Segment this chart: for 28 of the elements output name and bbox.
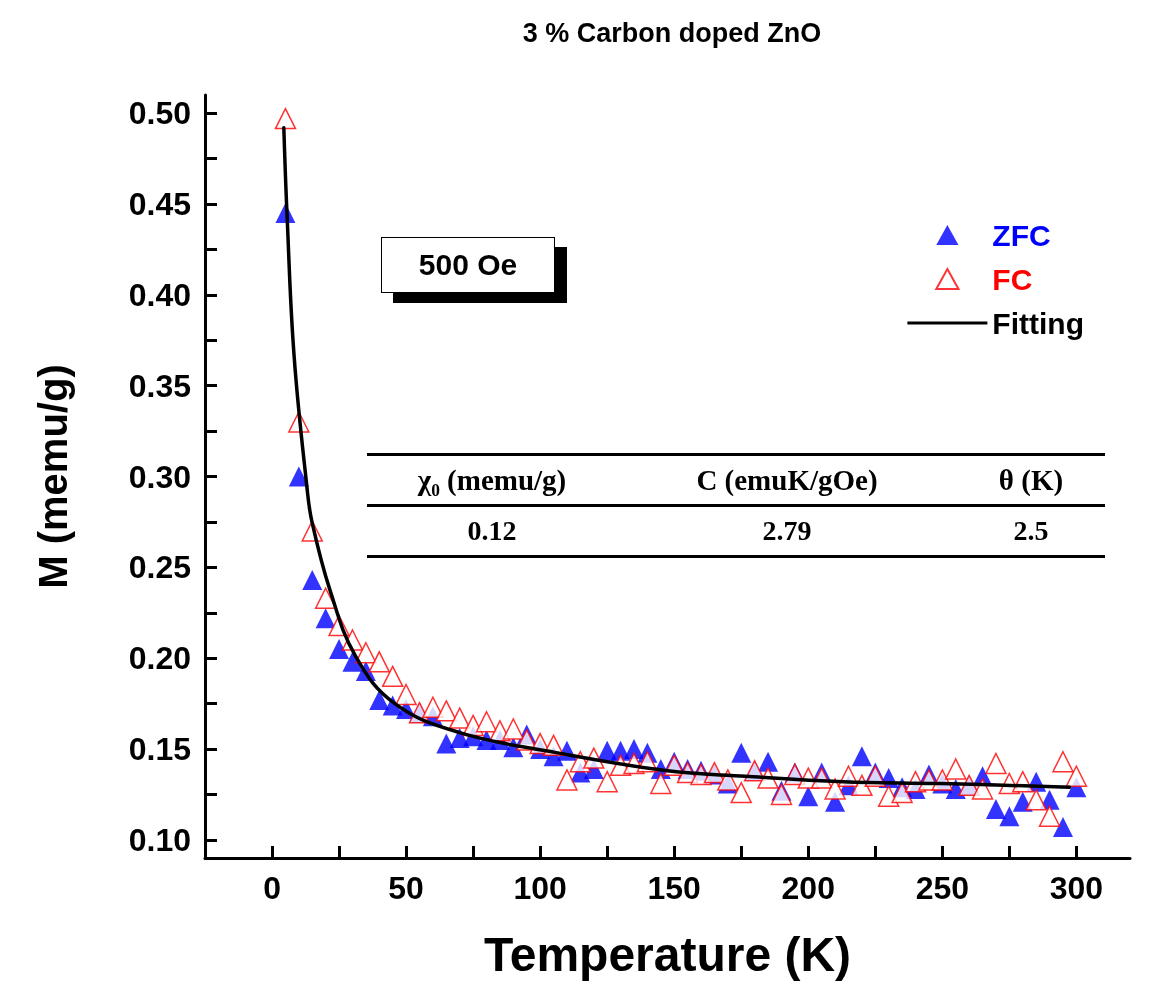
annotation: χ₀ (memu/g) [416, 463, 568, 497]
y-tick-label: 0.40 [128, 276, 191, 313]
x-tick-label: 150 [647, 870, 701, 906]
x-tick-label: 50 [388, 870, 424, 906]
y-tick-label: 0.35 [128, 367, 191, 404]
x-tick-label: 200 [781, 870, 835, 906]
legend-label: ZFC [992, 218, 1051, 252]
y-tick-label: 0.30 [128, 458, 191, 495]
y-tick-label: 0.45 [128, 186, 191, 222]
annotation: 2.79 [761, 515, 813, 547]
x-tick-label: 0 [263, 870, 281, 906]
y-tick-label: 0.20 [128, 640, 191, 677]
y-tick-label: 0.50 [128, 95, 191, 132]
x-tick-label: 300 [1049, 870, 1104, 906]
y-tick-label: 0.15 [128, 731, 191, 767]
annotation: θ (K) [997, 463, 1065, 497]
y-axis-title: M (memu/g) [31, 364, 75, 589]
annotation: 2.5 [1012, 515, 1050, 547]
legend-label: Fitting [992, 306, 1085, 340]
x-tick-label: 100 [513, 870, 567, 906]
annotation: C (emuK/gOe) [695, 463, 879, 497]
legend-label: FC [992, 262, 1033, 296]
x-tick-label: 250 [915, 870, 970, 906]
y-tick-label: 0.10 [128, 821, 191, 858]
chart-title: 3 % Carbon doped ZnO [522, 17, 822, 48]
x-axis-title: Temperature (K) [483, 927, 852, 981]
annotation: 0.12 [466, 515, 518, 547]
y-tick-label: 0.25 [128, 549, 191, 586]
